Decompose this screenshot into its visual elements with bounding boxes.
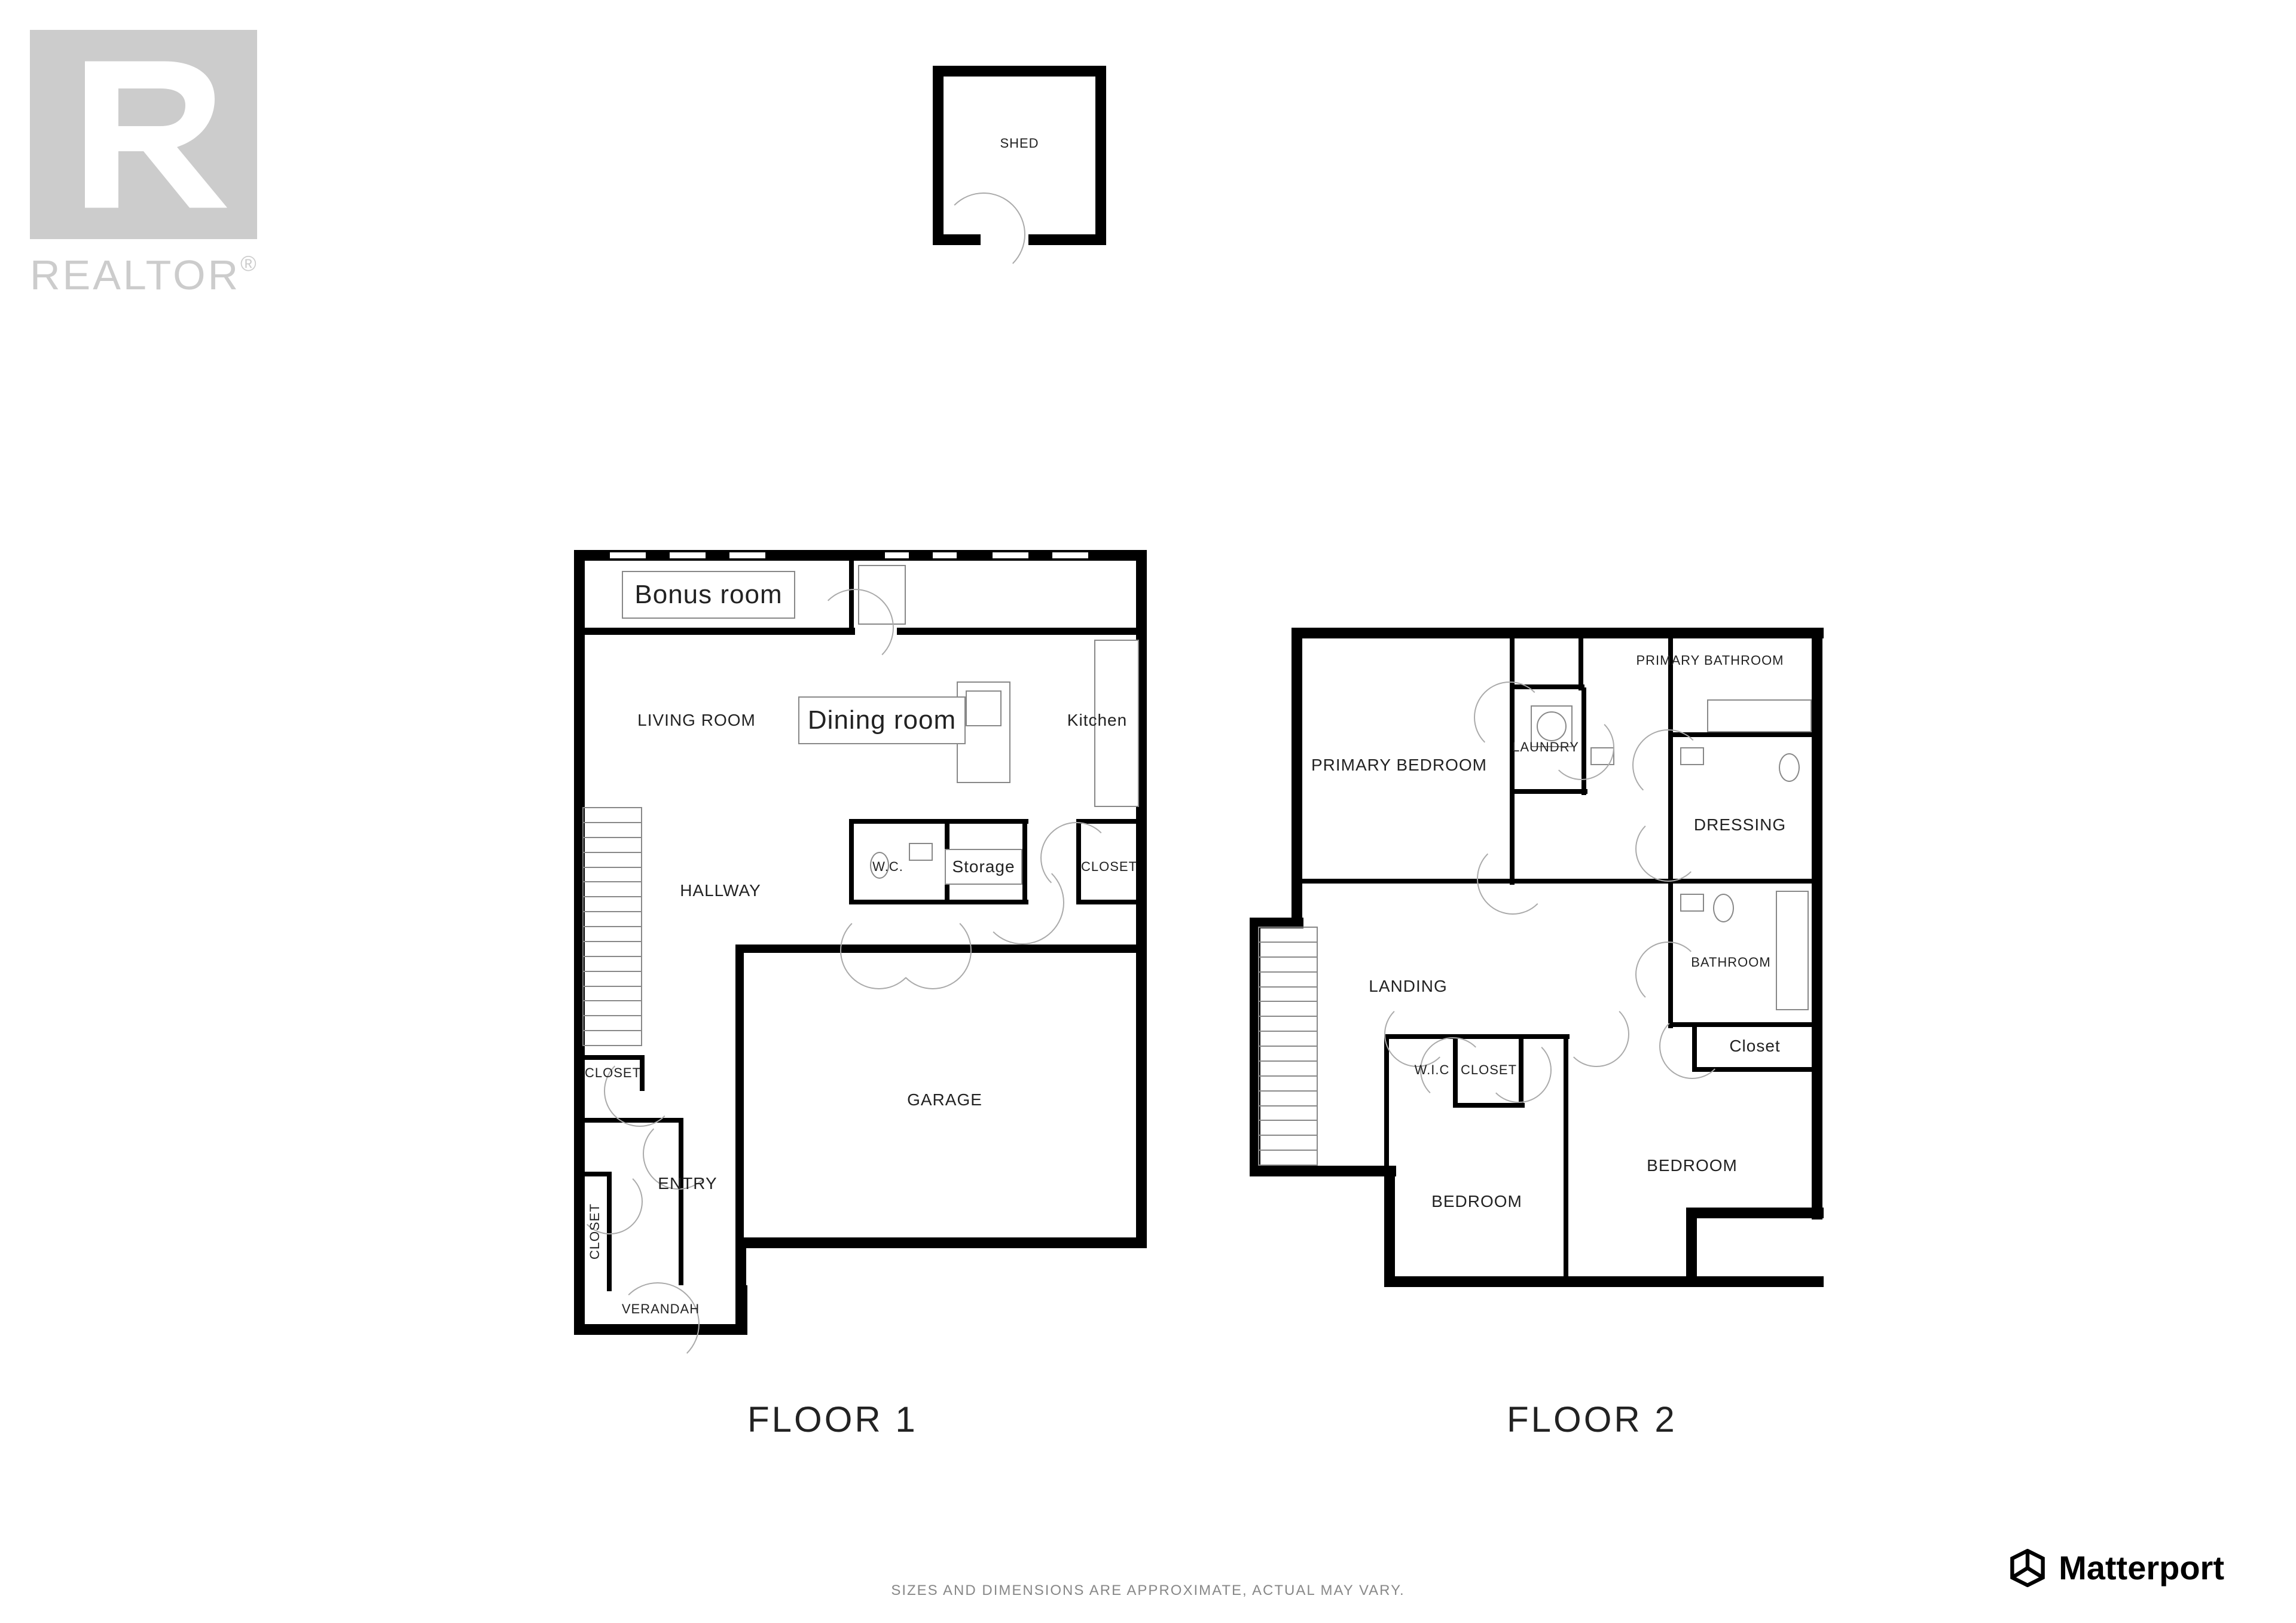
- wall: [1686, 1208, 1697, 1279]
- stairs: [1258, 927, 1318, 1166]
- room-label: Closet: [1729, 1037, 1780, 1056]
- tub: [1707, 699, 1812, 732]
- realtor-watermark: REALTOR®: [30, 30, 259, 299]
- floor2-title: FLOOR 2: [1507, 1399, 1677, 1440]
- room-label: Dining room: [808, 705, 956, 735]
- window: [610, 552, 646, 558]
- wall: [1384, 1034, 1389, 1175]
- realtor-logo: [30, 30, 257, 239]
- wall: [1095, 66, 1106, 245]
- window: [885, 552, 909, 558]
- window: [1052, 552, 1088, 558]
- realtor-text: REALTOR: [30, 252, 240, 298]
- door-swing: [942, 192, 1025, 276]
- door-swing: [1040, 822, 1112, 894]
- floor1-title: FLOOR 1: [747, 1399, 918, 1440]
- room-label: BATHROOM: [1691, 955, 1770, 970]
- room-label: ENTRY: [658, 1174, 717, 1193]
- wall: [1384, 1166, 1395, 1285]
- wall: [849, 819, 1028, 824]
- room-label: BEDROOM: [1431, 1192, 1522, 1211]
- room-label: Storage: [952, 857, 1015, 876]
- door-swing: [816, 589, 894, 667]
- room-label: PRIMARY BATHROOM: [1636, 653, 1784, 668]
- room-label: CLOSET: [587, 1203, 603, 1260]
- room-label: GARAGE: [907, 1090, 982, 1109]
- canvas: REALTOR® SHED Bonus room LIVING ROOM Dinin…: [0, 0, 2296, 1623]
- room-label: Kitchen: [1067, 711, 1127, 730]
- wall: [1136, 550, 1147, 628]
- door-swing: [1659, 1013, 1725, 1079]
- matterport-logo: Matterport: [2008, 1548, 2224, 1587]
- wall: [1300, 879, 1821, 884]
- window: [729, 552, 765, 558]
- window: [670, 552, 706, 558]
- room-label: CLOSET: [1081, 859, 1137, 875]
- room-label: CLOSET: [585, 1065, 641, 1081]
- wall: [1136, 1237, 1147, 1248]
- sink: [909, 843, 933, 861]
- wall: [1564, 1034, 1568, 1279]
- toilet: [1713, 894, 1734, 922]
- floor2-plan: PRIMARY BATHROOM PRIMARY BEDROOM LAUNDRY DR…: [1250, 628, 1848, 1345]
- wall: [735, 945, 744, 1243]
- room-label: PRIMARY BEDROOM: [1311, 756, 1487, 775]
- wall: [1076, 900, 1142, 904]
- door-swing: [1384, 1001, 1450, 1067]
- matterport-text: Matterport: [2059, 1548, 2224, 1587]
- wall: [933, 66, 1106, 77]
- wall: [1292, 628, 1824, 638]
- room-label: CLOSET: [1461, 1062, 1517, 1078]
- sink: [1680, 894, 1704, 912]
- wall: [1028, 234, 1106, 245]
- floor1-plan: Bonus room LIVING ROOM Dining room Kitchen H…: [574, 484, 1172, 1381]
- room-label: DRESSING: [1694, 815, 1786, 835]
- wall: [574, 628, 855, 635]
- window: [933, 552, 957, 558]
- door-swing: [616, 1282, 700, 1366]
- room-label: W.C.: [872, 859, 903, 875]
- wall: [849, 819, 854, 903]
- room-label: BEDROOM: [1647, 1156, 1738, 1175]
- footer-disclaimer: SIZES AND DIMENSIONS ARE APPROXIMATE, AC…: [0, 1582, 2296, 1599]
- wall: [1578, 637, 1583, 690]
- tub: [1776, 891, 1809, 1010]
- room-label: LANDING: [1369, 977, 1447, 996]
- room-label: LAUNDRY: [1512, 739, 1579, 755]
- toilet: [1779, 753, 1800, 782]
- wall: [1510, 789, 1587, 794]
- wall: [933, 66, 944, 245]
- door-swing: [1635, 942, 1701, 1007]
- stove: [966, 690, 1002, 726]
- wall: [1668, 732, 1818, 737]
- room-label: LIVING ROOM: [637, 711, 756, 730]
- wall: [1250, 1166, 1396, 1176]
- room-label: SHED: [1000, 136, 1039, 151]
- stairs: [582, 807, 642, 1046]
- door-swing: [894, 912, 972, 989]
- door-swing: [1564, 1001, 1629, 1067]
- room-label: W.I.C: [1415, 1062, 1450, 1078]
- door-swing: [1632, 729, 1704, 801]
- matterport-icon: [2008, 1549, 2047, 1587]
- wall: [1812, 628, 1822, 1219]
- wall: [574, 550, 1136, 561]
- realtor-tm: ®: [240, 251, 259, 276]
- wall: [735, 1237, 1142, 1248]
- wall: [1453, 1103, 1525, 1108]
- window: [993, 552, 1028, 558]
- room-label: HALLWAY: [680, 881, 761, 900]
- door-swing: [1635, 816, 1701, 882]
- door-swing: [1477, 843, 1549, 915]
- wall: [897, 628, 1147, 635]
- shed-plan: SHED: [933, 66, 1106, 245]
- wall: [1686, 1208, 1824, 1218]
- room-label: Bonus room: [634, 580, 782, 610]
- wall: [1668, 637, 1673, 738]
- room-label: VERANDAH: [622, 1301, 700, 1317]
